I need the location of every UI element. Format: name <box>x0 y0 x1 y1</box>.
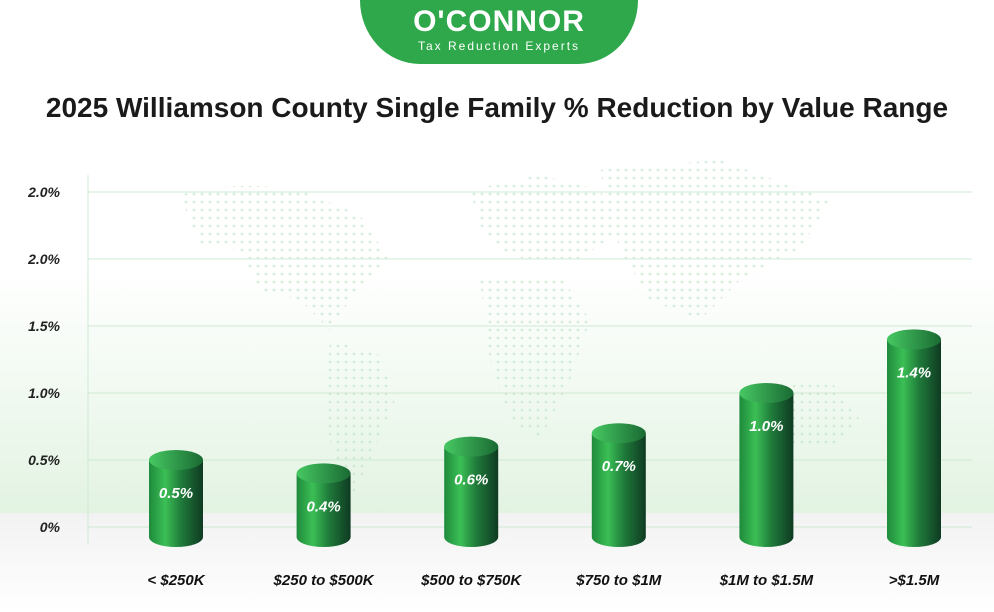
y-tick-label: 2.0% <box>27 251 60 267</box>
bar: 0.7% <box>591 423 646 547</box>
bar-value-label: 1.0% <box>749 418 783 435</box>
x-category-label: < $250K <box>147 572 205 589</box>
y-tick-label: 2.0% <box>27 184 60 200</box>
bar-body <box>149 460 203 547</box>
bar: 1.0% <box>739 383 794 547</box>
bar-value-label: 0.4% <box>306 498 340 515</box>
bar: 1.4% <box>887 329 941 547</box>
logo-name: O'CONNOR <box>413 5 585 38</box>
bar-cap <box>444 436 499 457</box>
bar-cap <box>739 383 794 403</box>
bar-value-label: 0.6% <box>454 472 488 489</box>
x-category-label: $500 to $750K <box>420 572 522 589</box>
bar-cap <box>591 423 646 444</box>
x-category-label: $750 to $1M <box>575 572 662 589</box>
bar-cap <box>296 463 351 484</box>
bar-body <box>591 433 646 547</box>
x-category-label: $250 to $500K <box>273 572 375 589</box>
bar-body <box>296 473 351 547</box>
y-tick-label: 0% <box>40 519 61 535</box>
x-category-label: >$1.5M <box>889 572 940 589</box>
bar-cap <box>149 450 203 470</box>
bar: 0.4% <box>296 463 351 547</box>
x-category-label: $1M to $1.5M <box>719 572 814 589</box>
brand-logo: O'CONNOR Tax Reduction Experts <box>360 0 638 64</box>
y-tick-label: 1.5% <box>28 318 60 334</box>
bar-body <box>739 393 794 547</box>
logo-tagline: Tax Reduction Experts <box>417 39 581 53</box>
bar-value-label: 0.5% <box>159 485 193 502</box>
bar-body <box>887 339 941 547</box>
bar: 0.5% <box>149 450 203 547</box>
bar-value-label: 1.4% <box>897 364 931 381</box>
bar-value-label: 0.7% <box>602 458 636 475</box>
chart-title: 2025 Williamson County Single Family % R… <box>45 92 949 123</box>
bar-body <box>444 446 499 547</box>
y-tick-label: 1.0% <box>28 385 60 401</box>
y-tick-label: 0.5% <box>28 452 60 468</box>
bar-cap <box>887 329 941 350</box>
bar: 0.6% <box>444 436 499 547</box>
